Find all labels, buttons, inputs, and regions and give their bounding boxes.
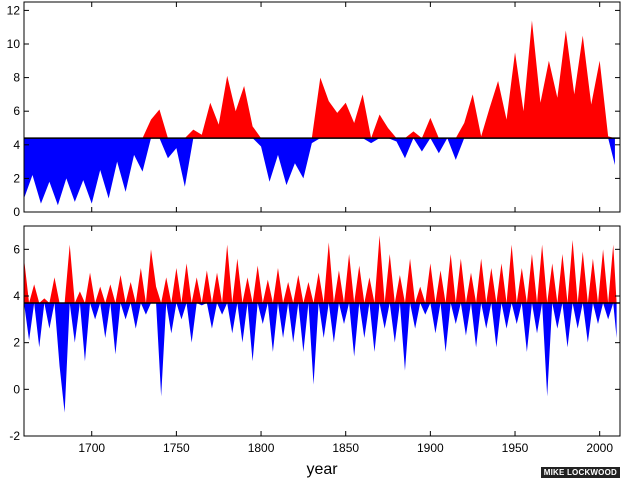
y-tick-label: 10 bbox=[7, 37, 21, 51]
area-below-baseline bbox=[24, 303, 617, 413]
area-above-baseline bbox=[24, 20, 615, 139]
x-tick-label: 1950 bbox=[502, 441, 529, 455]
area-below-baseline bbox=[24, 138, 615, 206]
y-tick-label: 6 bbox=[13, 104, 20, 118]
x-tick-label: 2000 bbox=[586, 441, 613, 455]
top-panel: 0 2 4 6 8 10 12 bbox=[7, 1, 621, 219]
y-tick-label: 0 bbox=[13, 205, 20, 219]
axes-frame bbox=[23, 225, 621, 437]
y-tick-label: 4 bbox=[13, 138, 20, 152]
x-tick-label: 1850 bbox=[332, 441, 359, 455]
x-axis-label: year bbox=[306, 461, 338, 478]
y-tick-label: 0 bbox=[13, 382, 20, 396]
x-tick-label: 1800 bbox=[248, 441, 275, 455]
y-tick-label: 12 bbox=[7, 3, 21, 17]
y-tick-label: 2 bbox=[13, 171, 20, 185]
y-tick-label: 6 bbox=[13, 242, 20, 256]
y-tick-label: -2 bbox=[9, 429, 20, 443]
axes-frame bbox=[23, 1, 621, 213]
area-above-baseline bbox=[24, 235, 617, 303]
x-tick-label: 1900 bbox=[417, 441, 444, 455]
bottom-panel: -2 0 2 4 6 1700 1750 1800 1850 1900 1950 2000 bbox=[9, 225, 621, 455]
x-tick-label: 1750 bbox=[163, 441, 190, 455]
y-tick-label: 4 bbox=[13, 289, 20, 303]
y-tick-label: 2 bbox=[13, 336, 20, 350]
x-tick-label: 1700 bbox=[78, 441, 105, 455]
credit-badge: MIKE LOCKWOOD bbox=[540, 467, 620, 478]
y-tick-label: 8 bbox=[13, 71, 20, 85]
